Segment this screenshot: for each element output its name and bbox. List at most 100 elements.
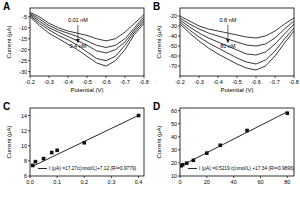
point	[34, 160, 38, 164]
line	[180, 22, 294, 64]
x-tick	[256, 76, 257, 78]
x-tick	[30, 76, 31, 78]
point	[42, 157, 46, 161]
x-tick-label: -0.8	[139, 79, 148, 85]
x-tick	[260, 176, 261, 178]
x-tick-label: 80	[284, 179, 290, 185]
annotation: 80 nM	[220, 43, 236, 49]
x-tick	[138, 176, 139, 178]
y-tick-label: 10	[21, 143, 27, 149]
y-tick	[178, 46, 180, 47]
plot-frame	[180, 8, 294, 76]
y-tick-label: 12	[21, 128, 27, 134]
y-tick	[28, 16, 30, 17]
y-tick	[178, 56, 180, 57]
x-tick	[111, 176, 112, 178]
x-tick-label: 20	[204, 179, 210, 185]
y-tick	[28, 145, 30, 146]
y-tick-label: 50	[171, 121, 177, 127]
y-tick	[178, 162, 180, 163]
x-tick-label: 0.4	[135, 179, 143, 185]
x-tick	[199, 76, 200, 78]
panel: -0.2-0.3-0.4-0.5-0.6-0.7-0.8-70-60-50-40…	[153, 1, 299, 93]
y-axis-label: Current (μA)	[156, 25, 162, 58]
x-tick-label: -0.3	[194, 79, 203, 85]
y-tick-label: 8	[24, 158, 27, 164]
x-tick	[237, 76, 238, 78]
y-tick-label: -15	[19, 36, 27, 42]
y-tick-label: -10	[19, 25, 27, 31]
x-tick	[144, 76, 145, 78]
line	[30, 17, 144, 66]
data-area	[30, 12, 144, 66]
figure: -0.2 -0.3 -0.4 -0.5 -0.6 -0.7 -0.8 -30 -25 -20 -15…	[0, 0, 300, 200]
x-tick-label: 0.3	[108, 179, 116, 185]
x-axis-label: Potential (V)	[220, 87, 253, 93]
x-tick-label: -0.2	[25, 79, 34, 85]
annotation: 0.8 nM	[219, 17, 236, 23]
x-tick-label: -0.7	[270, 79, 279, 85]
x-tick-label: 0	[178, 179, 181, 185]
y-tick	[28, 60, 30, 61]
x-tick	[275, 76, 276, 78]
plot-frame	[30, 108, 144, 176]
y-tick-label: -25	[19, 58, 27, 64]
y-tick-label: 60	[171, 108, 177, 114]
annotation: 0.4 nM	[69, 43, 86, 49]
arrow	[227, 25, 228, 41]
x-tick	[87, 76, 88, 78]
y-tick-label: -20	[169, 13, 177, 19]
y-tick-label: -70	[169, 63, 177, 69]
y-tick-label: -60	[169, 53, 177, 59]
x-tick-label: 0.0	[26, 179, 34, 185]
x-tick-label: -0.6	[101, 79, 110, 85]
y-tick-label: 14	[21, 113, 27, 119]
x-tick-label: -0.6	[251, 79, 260, 85]
x-tick-label: 60	[257, 179, 263, 185]
y-tick	[28, 130, 30, 131]
x-tick	[294, 76, 295, 78]
x-tick-label: -0.4	[63, 79, 72, 85]
y-tick-label: 10	[171, 173, 177, 179]
y-tick-label: -30	[169, 23, 177, 29]
y-tick	[28, 115, 30, 116]
point	[55, 149, 59, 153]
annotation: 0.01 nM	[68, 17, 88, 23]
x-tick-label: -0.5	[232, 79, 241, 85]
plot-frame	[180, 108, 294, 176]
x-tick	[218, 76, 219, 78]
panel: -0.2-0.3-0.4-0.5-0.6-0.7-0.8-30-25-20-15…	[3, 1, 149, 93]
x-tick-label: -0.2	[175, 79, 184, 85]
y-tick	[28, 160, 30, 161]
panel: 0.00.10.20.30.468101214Current (μA)CI (μ…	[3, 101, 144, 185]
y-tick	[178, 176, 180, 177]
y-axis-label: Current (μA)	[156, 125, 162, 158]
line	[30, 16, 144, 61]
y-tick	[178, 149, 180, 150]
y-tick-label: 30	[171, 147, 177, 153]
line	[181, 112, 287, 166]
x-tick	[180, 76, 181, 78]
plot-frame	[30, 8, 144, 76]
line	[180, 24, 294, 70]
legend-label: I (μA) =0.5219 c(nmol/L) +17.34 (R²=0.98…	[199, 166, 295, 171]
panel: 020406080102030405060Current (μA)DI (μA)…	[153, 101, 295, 185]
data-area	[180, 16, 294, 70]
y-tick	[178, 26, 180, 27]
line	[180, 16, 294, 38]
x-tick	[84, 176, 85, 178]
legend-item: I (μA) =0.5219 c(nmol/L) +17.34 (R²=0.98…	[188, 166, 295, 171]
x-tick	[287, 176, 288, 178]
y-tick-label: -5	[22, 14, 27, 20]
x-tick-label: -0.8	[289, 79, 298, 85]
y-tick	[178, 110, 180, 111]
y-tick	[178, 136, 180, 137]
legend-swatch	[38, 168, 47, 169]
x-tick	[57, 176, 58, 178]
y-axis-label: Current (μA)	[6, 25, 12, 58]
y-tick	[28, 176, 30, 177]
y-tick	[178, 123, 180, 124]
y-axis-label: Current (μA)	[6, 125, 12, 158]
x-tick-label: -0.5	[82, 79, 91, 85]
panel-letter: B	[153, 1, 160, 12]
